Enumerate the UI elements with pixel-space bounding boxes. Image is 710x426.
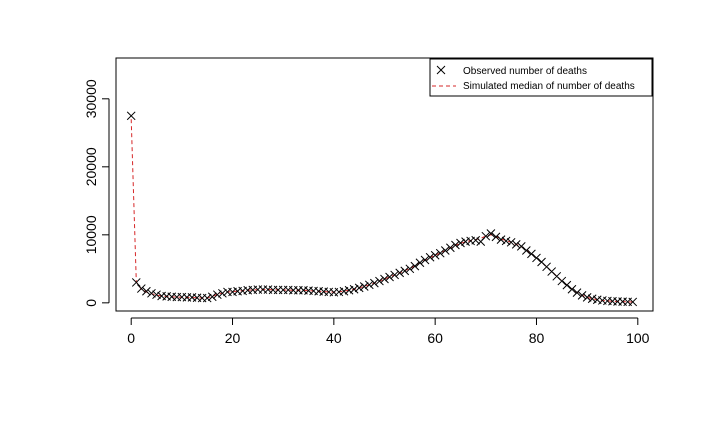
observed-point — [375, 276, 384, 286]
observed-point — [142, 286, 151, 296]
observed-point — [425, 252, 435, 262]
observed-point — [471, 235, 481, 245]
observed-point — [390, 270, 399, 280]
observed-point — [562, 280, 572, 290]
observed-point — [410, 261, 420, 271]
observed-deaths-series — [126, 111, 638, 307]
observed-point — [587, 294, 597, 304]
observed-point — [339, 286, 349, 296]
observed-point — [567, 284, 577, 294]
observed-point — [501, 236, 511, 246]
observed-point — [491, 232, 501, 242]
plot-frame — [115, 57, 654, 312]
observed-point — [557, 276, 567, 286]
observed-point — [481, 231, 491, 241]
observed-point — [354, 283, 364, 293]
observed-point — [430, 250, 440, 260]
observed-point — [446, 243, 455, 253]
x-tick-label: 40 — [326, 330, 342, 346]
observed-point — [147, 288, 156, 298]
x-tick-label: 100 — [626, 330, 650, 346]
observed-point — [486, 229, 496, 238]
observed-point — [152, 290, 161, 300]
observed-point — [370, 278, 379, 288]
observed-point — [364, 280, 374, 290]
observed-point — [212, 290, 222, 300]
observed-point — [405, 264, 415, 274]
observed-point — [511, 239, 521, 249]
observed-point — [126, 111, 136, 121]
legend-label-simulated: Simulated median of number of deaths — [463, 81, 635, 92]
observed-point — [577, 291, 587, 300]
y-tick-label: 0 — [83, 299, 99, 307]
observed-point — [400, 266, 410, 276]
legend-label-observed: Observed number of deaths — [463, 66, 587, 77]
observed-point — [136, 284, 146, 293]
observed-point — [349, 284, 359, 294]
observed-point — [415, 258, 425, 268]
observed-point — [451, 240, 460, 250]
observed-point — [202, 293, 212, 303]
x-tick-label: 0 — [127, 330, 135, 346]
x-axis: 0 20 40 60 80 100 — [127, 317, 650, 346]
observed-point — [527, 249, 536, 259]
observed-point — [506, 237, 516, 247]
observed-point — [385, 272, 394, 282]
observed-point — [380, 274, 389, 284]
x-tick-label: 80 — [529, 330, 545, 346]
observed-point — [131, 278, 141, 287]
observed-point — [496, 235, 506, 244]
simulated-median-series — [130, 119, 633, 303]
y-tick-label: 10000 — [83, 215, 99, 254]
y-axis: 0 10000 20000 30000 — [83, 79, 110, 307]
legend-marker-observed — [436, 65, 446, 75]
observed-point — [582, 293, 592, 302]
observed-point — [207, 292, 217, 302]
observed-point — [440, 246, 450, 255]
observed-point — [344, 285, 354, 295]
observed-point — [516, 242, 526, 251]
simulated-median-line — [130, 119, 633, 303]
x-tick-label: 60 — [427, 330, 443, 346]
observed-point — [572, 288, 582, 297]
observed-point — [532, 253, 541, 263]
observed-point — [218, 288, 227, 298]
observed-point — [628, 297, 638, 307]
y-tick-label: 20000 — [83, 147, 99, 186]
observed-point — [395, 268, 405, 278]
observed-point — [456, 238, 465, 248]
observed-point — [521, 246, 531, 255]
legend-box — [429, 58, 653, 97]
observed-point — [420, 255, 430, 265]
legend: Observed number of deaths Simulated medi… — [429, 58, 653, 97]
x-tick-label: 20 — [225, 330, 241, 346]
observed-point — [359, 282, 369, 291]
y-tick-label: 30000 — [83, 79, 99, 118]
observed-point — [435, 248, 445, 258]
